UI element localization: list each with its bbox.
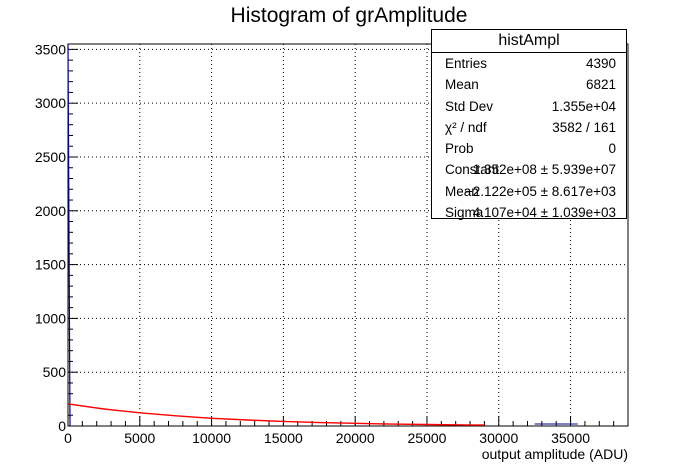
stats-row: Mean −2.122e+05 ± 8.617e+03 <box>445 183 616 199</box>
x-tick-label: 35000 <box>551 430 590 446</box>
histogram-bin-line <box>67 43 71 427</box>
stats-row: χ² / ndf 3582 / 161 <box>445 119 616 135</box>
stats-box-title: histAmpl <box>432 30 626 53</box>
x-tick-label: 10000 <box>192 430 231 446</box>
y-tick-label: 1000 <box>35 310 66 326</box>
y-tick-label: 0 <box>58 418 66 434</box>
y-tick-label: 2500 <box>35 149 66 165</box>
plot-frame <box>67 43 629 427</box>
stats-box: histAmpl Entries 4390 Mean 6821 Std Dev 1.3… <box>431 29 627 220</box>
x-axis-label: output amplitude (ADU) <box>482 446 628 462</box>
x-tick-label: 25000 <box>408 430 447 446</box>
x-tick-label: 15000 <box>264 430 303 446</box>
y-tick-label: 2000 <box>35 203 66 219</box>
x-tick-label: 30000 <box>479 430 518 446</box>
stats-row: Prob 0 <box>445 141 616 157</box>
y-tick-label: 1500 <box>35 257 66 273</box>
stats-row: Constant 1.352e+08 ± 5.939e+07 <box>445 162 616 178</box>
x-tick-label: 20000 <box>336 430 375 446</box>
tick-labels: 0 5000 10000 15000 20000 25000 30000 35000 0 500 1… <box>35 41 590 446</box>
y-tick-label: 3000 <box>35 95 66 111</box>
x-tick-label: 0 <box>64 430 72 446</box>
fit-curve <box>67 403 485 426</box>
stats-row: Sigma 4.107e+04 ± 1.039e+03 <box>445 205 616 221</box>
grid-lines <box>68 44 628 426</box>
stats-row: Entries 4390 <box>445 56 616 71</box>
y-tick-label: 500 <box>43 364 67 380</box>
fit-curve-group <box>67 43 578 427</box>
y-tick-label: 3500 <box>35 41 66 57</box>
stats-row: Mean 6821 <box>445 77 616 93</box>
stats-row: Std Dev 1.355e+04 <box>445 98 616 114</box>
chart-title: Histogram of grAmplitude <box>230 4 468 27</box>
plot-border <box>67 43 629 427</box>
x-tick-label: 5000 <box>124 430 155 446</box>
